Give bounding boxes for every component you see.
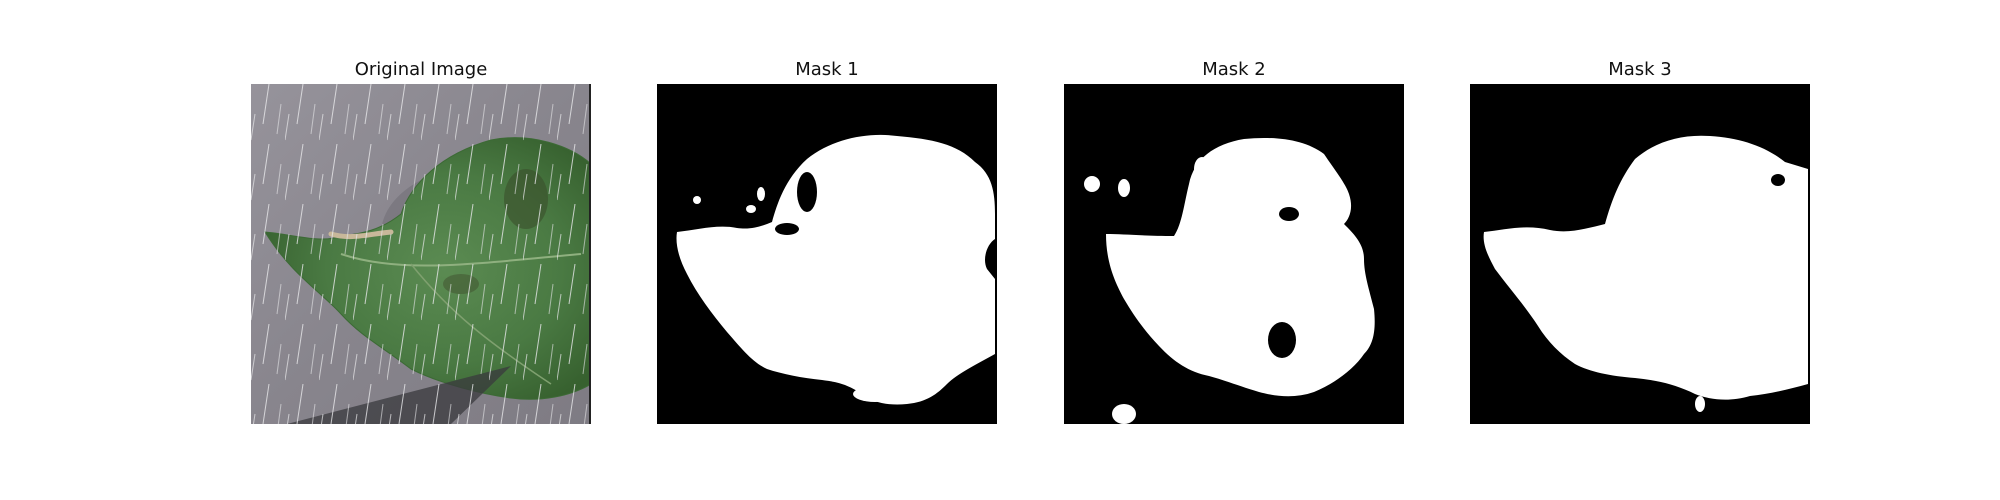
mask-region bbox=[1483, 135, 1808, 400]
panel-mask-3: Mask 3 bbox=[1470, 58, 1810, 428]
panel-title: Original Image bbox=[354, 59, 488, 80]
mask-2-image bbox=[1064, 84, 1404, 424]
panel-original-image: Original Image bbox=[251, 58, 591, 428]
mask-3-image bbox=[1470, 84, 1810, 424]
panel-title: Mask 1 bbox=[795, 59, 859, 80]
mask-region bbox=[1106, 137, 1375, 397]
mask-region bbox=[676, 134, 995, 405]
rain-overlay bbox=[251, 84, 591, 424]
mask-1-image bbox=[657, 84, 997, 424]
panel-title: Mask 2 bbox=[1202, 59, 1266, 80]
panel-mask-1: Mask 1 bbox=[657, 58, 997, 428]
panel-mask-2: Mask 2 bbox=[1064, 58, 1404, 428]
panel-title: Mask 3 bbox=[1608, 59, 1672, 80]
original-image bbox=[251, 84, 591, 424]
